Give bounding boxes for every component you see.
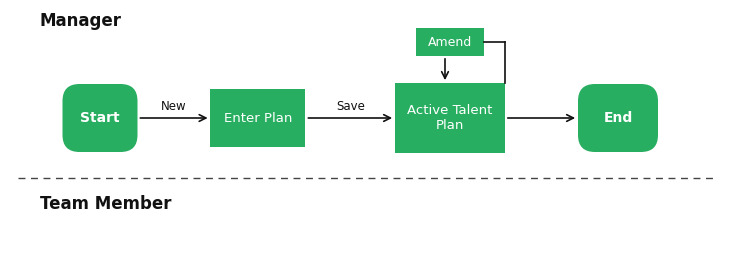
FancyBboxPatch shape [578, 84, 658, 152]
Text: Manager: Manager [40, 12, 122, 30]
Text: Start: Start [80, 111, 120, 125]
FancyBboxPatch shape [210, 89, 306, 147]
Text: Save: Save [336, 100, 365, 113]
Text: Enter Plan: Enter Plan [224, 112, 293, 124]
Text: Active Talent
Plan: Active Talent Plan [407, 104, 492, 132]
FancyBboxPatch shape [62, 84, 137, 152]
Text: End: End [603, 111, 633, 125]
FancyBboxPatch shape [395, 83, 505, 153]
Text: Amend: Amend [428, 36, 472, 48]
FancyBboxPatch shape [416, 28, 484, 56]
Text: Team Member: Team Member [40, 195, 171, 213]
Text: New: New [161, 100, 187, 113]
